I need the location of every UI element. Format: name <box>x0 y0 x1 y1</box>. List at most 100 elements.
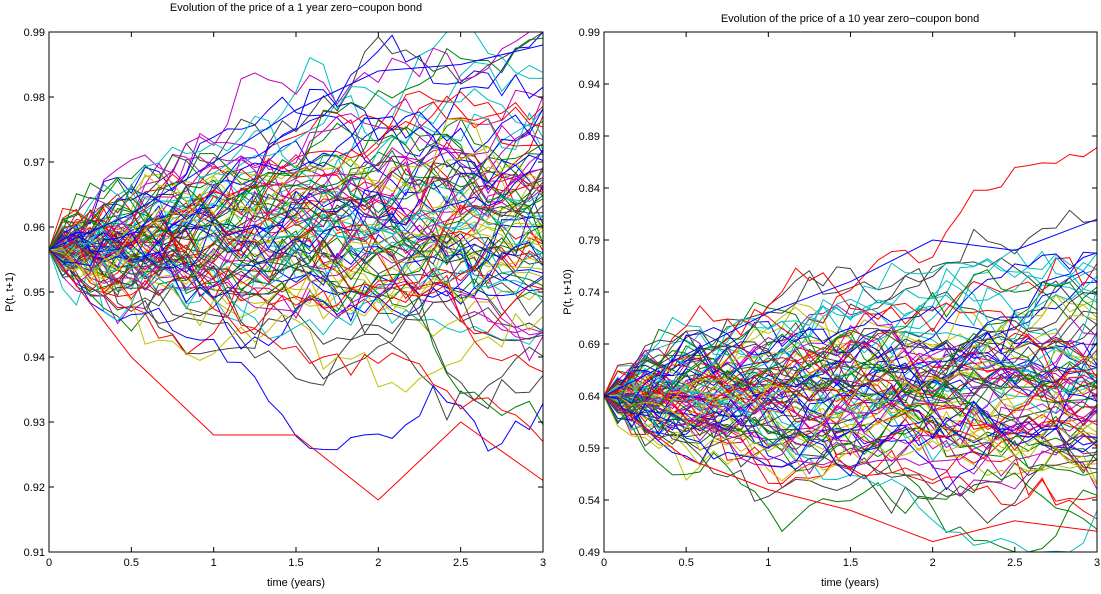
chart-1y-path-10 <box>48 173 544 251</box>
chart-10y-path-79 <box>603 324 1098 408</box>
chart-1y-ytick-label: 0.95 <box>24 287 45 299</box>
chart-1y-path-49 <box>48 230 544 345</box>
chart-1y-path-86 <box>48 197 544 278</box>
chart-1y-ytick-label: 0.99 <box>24 27 45 39</box>
chart-10y-ytick-label: 0.89 <box>579 131 600 143</box>
chart-1y-path-highest <box>48 44 544 251</box>
chart-1y-xtick-label: 3 <box>540 557 546 569</box>
chart-1y-path-39 <box>48 94 544 251</box>
chart-1y-xlabel: time (years) <box>267 577 325 589</box>
chart-1y-path-1 <box>48 31 544 253</box>
chart-10y-path-39 <box>603 248 1098 410</box>
chart-10y-axes: 0 0.5 1 1.5 2 2.5 3 0.49 0.54 0.59 0.64 0.69 0.74 0.7… <box>579 27 1100 569</box>
chart-10y-path-75 <box>603 395 1098 497</box>
chart-1y-path-56 <box>48 31 544 250</box>
chart-10y-xtick-label: 2.5 <box>1007 557 1022 569</box>
chart-10y-path-16 <box>603 328 1098 460</box>
chart-1y-xtick-label: 2 <box>375 557 381 569</box>
chart-1y-xtick-label: 1.5 <box>288 557 303 569</box>
chart-10y-path-58 <box>603 301 1098 403</box>
chart-10y-path-42 <box>603 209 1098 397</box>
chart-1y-path-87 <box>48 210 544 373</box>
chart-10y-path-21 <box>603 382 1097 475</box>
chart-10y-ylabel: P(t, t+10) <box>562 269 574 315</box>
chart-1y-path-63 <box>48 249 544 342</box>
chart-1y-path-93 <box>48 37 544 254</box>
chart-10y-path-93 <box>603 269 1098 411</box>
chart-10y-xtick-label: 1 <box>765 557 771 569</box>
chart-1y-axes: 0 0.5 1 1.5 2 2.5 3 0.91 0.92 0.93 0.94 0.95 0.96 0.9… <box>24 27 546 569</box>
chart-10y-path-86 <box>603 360 1098 455</box>
chart-1y-path-96 <box>48 156 544 285</box>
chart-10y-path-89 <box>603 391 1098 469</box>
chart-10y-ytick-label: 0.54 <box>579 495 600 507</box>
chart-10y-path-74 <box>603 268 1098 397</box>
chart-1y-path-23 <box>48 119 544 250</box>
chart-1y-path-60 <box>48 57 544 250</box>
chart-1y-xtick-label: 0 <box>46 557 52 569</box>
chart-10y-xtick-label: 2 <box>930 557 936 569</box>
chart-10y-path-96 <box>603 392 1098 461</box>
chart-10y-ytick-label: 0.49 <box>579 547 600 559</box>
chart-1y-path-52 <box>48 213 544 268</box>
chart-10y-path-97 <box>603 394 1098 483</box>
chart-1y-path-98 <box>48 162 544 259</box>
chart-1y-path-99 <box>48 149 544 304</box>
chart-10y-path-95 <box>603 256 1098 403</box>
chart-1y-path-55 <box>48 166 544 309</box>
chart-10y-path-92 <box>603 252 1098 403</box>
chart-1y-path-66 <box>48 207 544 335</box>
chart-10y-ytick-label: 0.64 <box>579 391 600 403</box>
chart-10y-path-14 <box>603 323 1098 406</box>
chart-1y-xtick-label: 1 <box>211 557 217 569</box>
chart-10y-plot-frame <box>603 31 1098 553</box>
chart-1y-path-67 <box>48 180 544 295</box>
chart-1y-path-71 <box>48 88 544 251</box>
chart-10y-path-67 <box>603 267 1098 404</box>
chart-10y-series-group <box>603 147 1098 553</box>
chart-10y-ytick-label: 0.94 <box>579 79 600 91</box>
chart-1y-path-89 <box>48 31 543 251</box>
chart-10y-path-38 <box>603 362 1098 430</box>
chart-1y-ytick-label: 0.97 <box>24 157 45 169</box>
chart-1y-xtick-label: 2.5 <box>453 557 468 569</box>
chart-1y-path-90 <box>48 118 544 271</box>
chart-10y-path-80 <box>603 257 1098 403</box>
chart-1y-ylabel: P(t, t+1) <box>4 272 16 311</box>
chart-10y-title: Evolution of the price of a 10 year zero… <box>721 13 979 25</box>
chart-1y-path-53 <box>48 192 544 259</box>
chart-1y-ytick-label: 0.92 <box>24 482 45 494</box>
chart-10y-path-66 <box>603 147 1098 397</box>
chart-10y-path-91 <box>603 292 1098 447</box>
chart-10y-path-87 <box>603 371 1098 448</box>
chart-10y-path-69 <box>603 372 1098 485</box>
chart-1y-path-82 <box>48 98 544 286</box>
chart-1y-path-62 <box>48 191 544 251</box>
chart-1y-path-79 <box>48 161 544 293</box>
chart-1y-path-73 <box>48 184 544 356</box>
chart-1y-ytick-label: 0.93 <box>24 417 45 429</box>
chart-10y-path-46 <box>603 379 1098 462</box>
chart-10y-xtick-label: 0 <box>601 557 607 569</box>
chart-1y-path-75 <box>48 147 544 275</box>
chart-10y: Evolution of the price of a 10 year zero… <box>562 13 1100 589</box>
chart-1y-path-78 <box>48 249 544 452</box>
chart-1y-path-81 <box>48 213 544 323</box>
chart-1y-path-59 <box>48 182 544 300</box>
chart-10y-xlabel: time (years) <box>821 577 879 589</box>
chart-10y-path-41 <box>603 388 1098 481</box>
chart-1y-path-74 <box>48 247 544 340</box>
chart-10y-path-99 <box>603 393 1098 477</box>
chart-10y-path-33 <box>603 352 1098 422</box>
chart-1y-path-88 <box>48 182 544 271</box>
chart-1y-series-group <box>48 31 544 501</box>
chart-10y-path-70 <box>603 395 1098 524</box>
chart-1y: Evolution of the price of a 1 year zero−… <box>4 2 546 589</box>
chart-1y-path-69 <box>48 249 544 327</box>
chart-10y-xtick-label: 0.5 <box>679 557 694 569</box>
chart-10y-ytick-label: 0.69 <box>579 339 600 351</box>
chart-10y-ytick-label: 0.79 <box>579 235 600 247</box>
chart-10y-path-90 <box>603 366 1098 484</box>
chart-1y-path-15 <box>48 96 544 251</box>
